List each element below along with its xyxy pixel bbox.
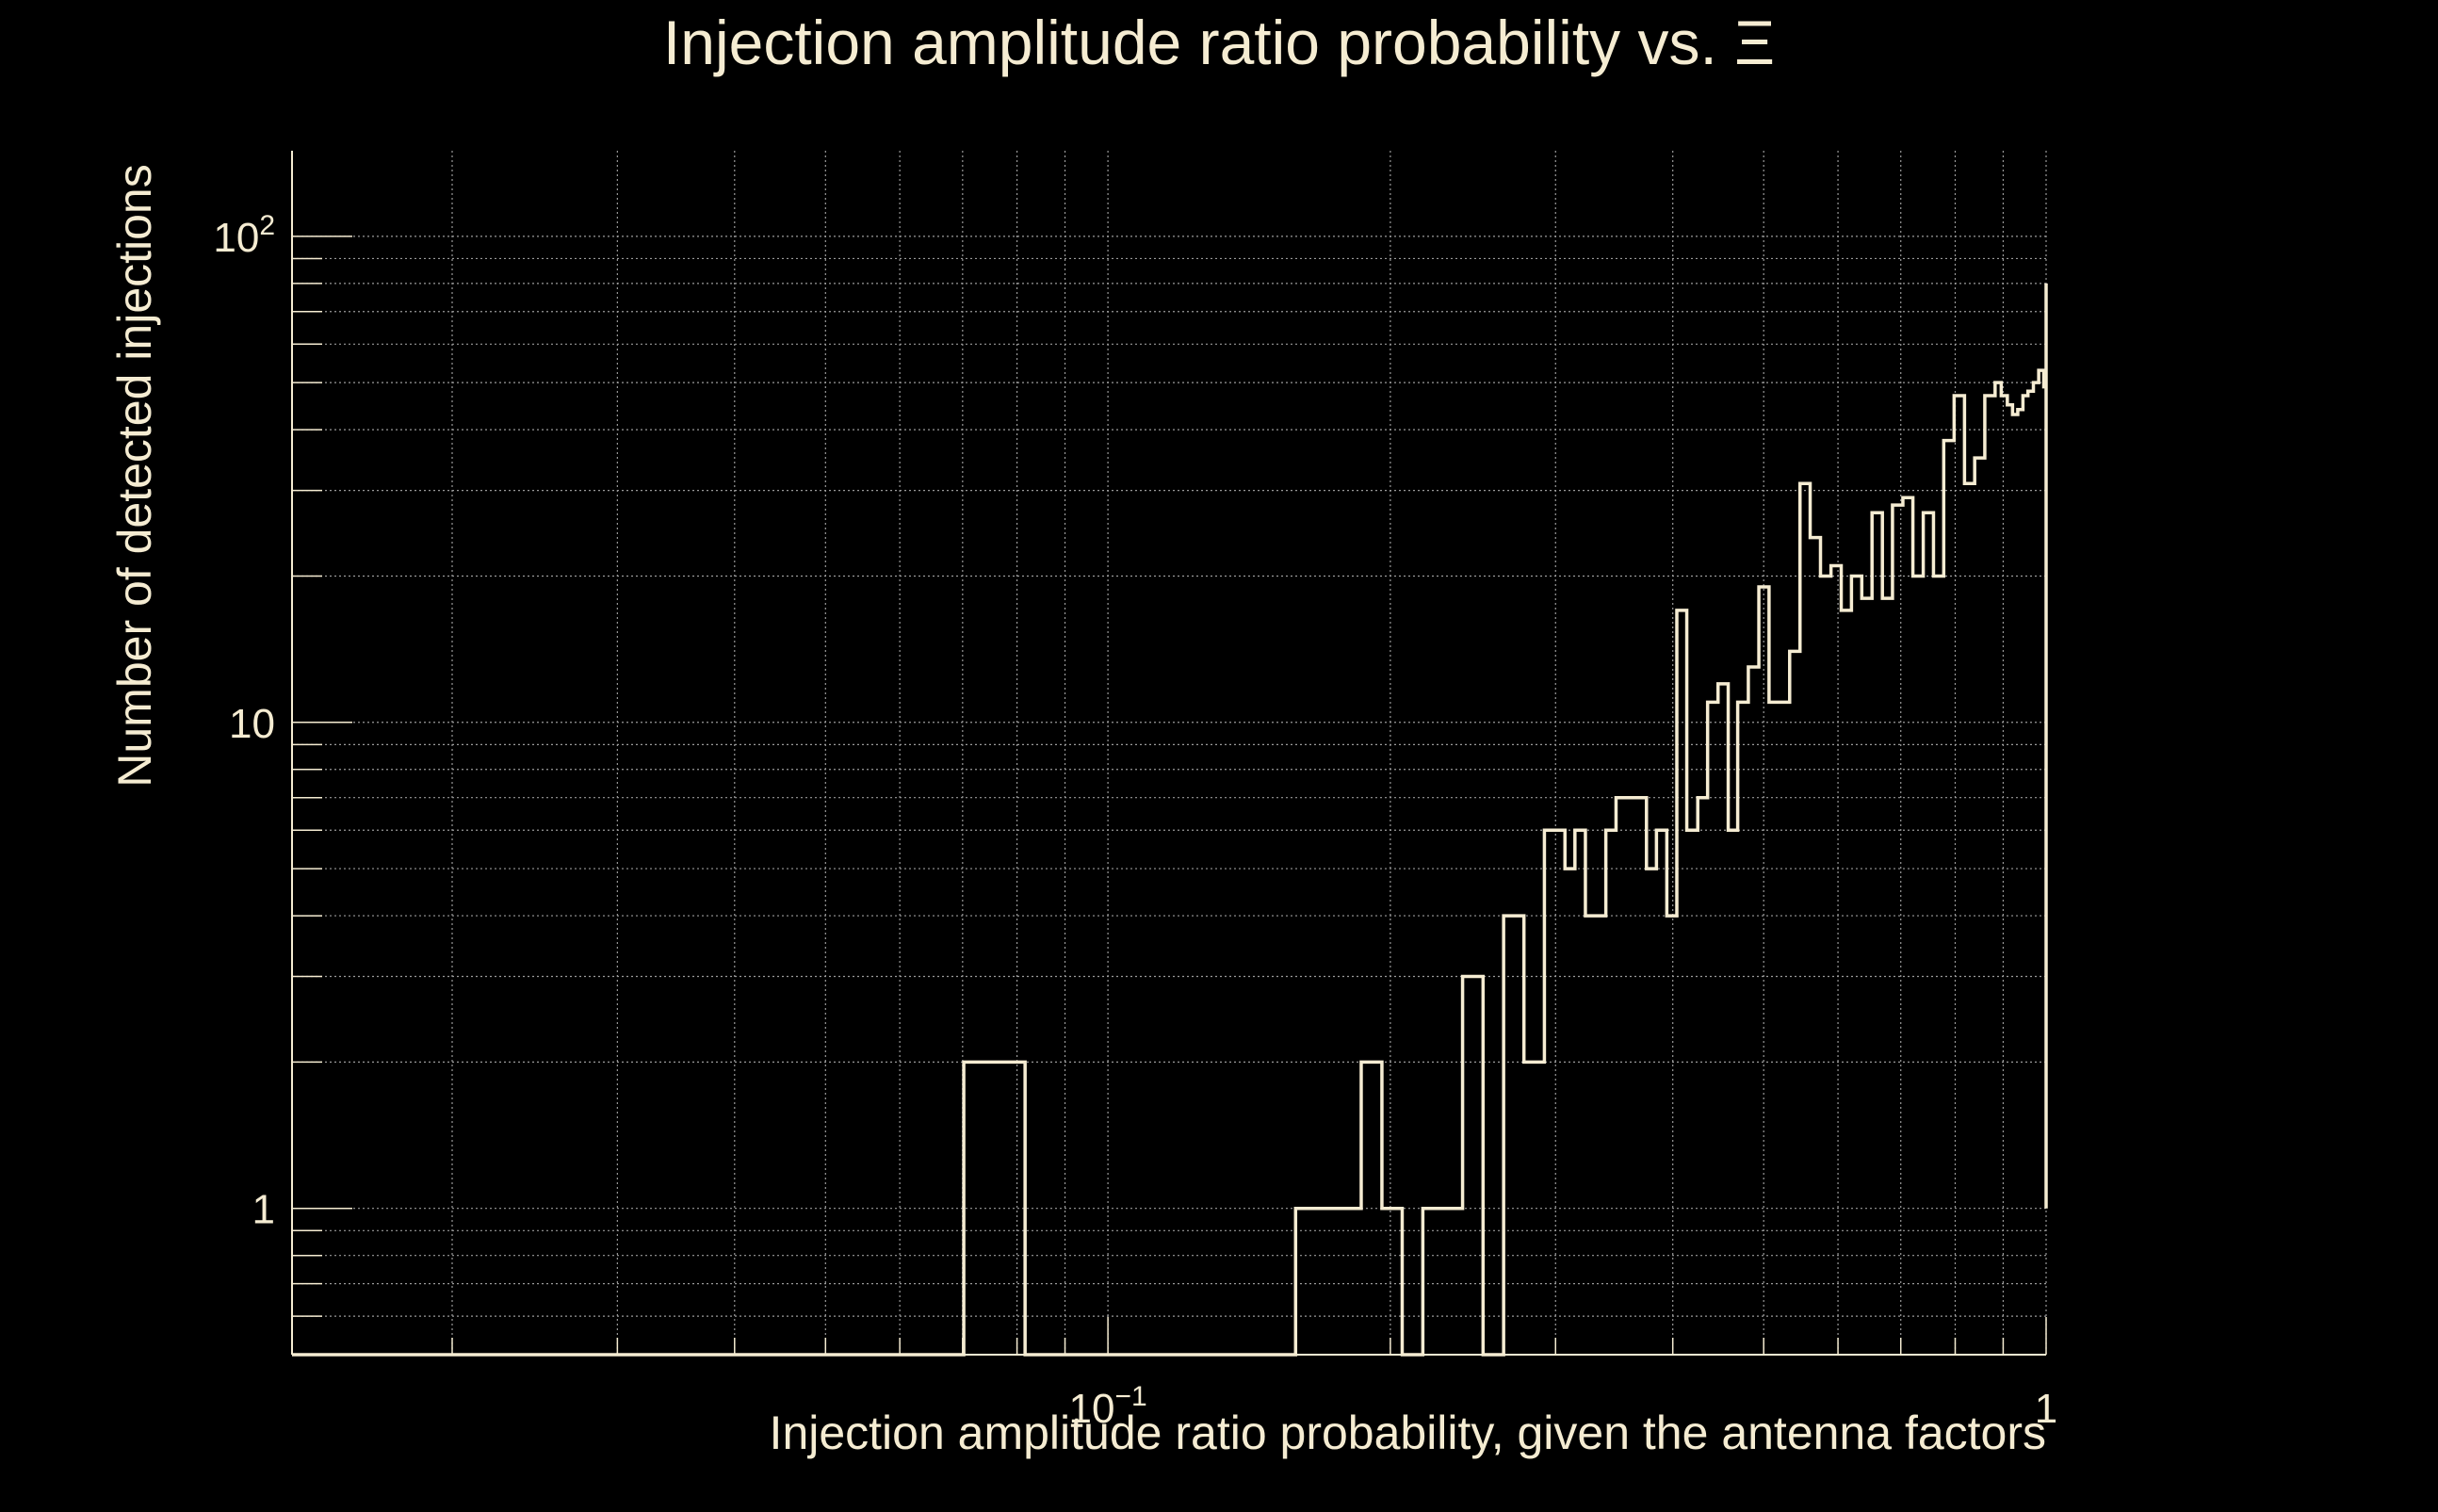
histogram-bin xyxy=(1422,1209,1462,1355)
histogram-bin xyxy=(1985,396,1995,1355)
histogram-bin xyxy=(1524,1062,1545,1355)
histogram-bin xyxy=(1503,916,1524,1355)
histogram-bin xyxy=(1800,483,1811,1355)
histogram-bin xyxy=(1295,1209,1361,1355)
chart-title: Injection amplitude ratio probability vs… xyxy=(663,8,1775,77)
y-tick-label: 10 xyxy=(229,701,275,747)
histogram-bin xyxy=(1647,869,1657,1355)
histogram-bin xyxy=(1748,667,1759,1355)
histogram-bin xyxy=(1964,483,1975,1355)
histogram-bin xyxy=(1831,566,1842,1355)
x-tick-exponent: −1 xyxy=(1114,1381,1146,1412)
histogram-bin xyxy=(1842,610,1852,1355)
histogram-bin xyxy=(1656,830,1666,1355)
histogram-bin xyxy=(2001,396,2007,1355)
histogram-bin xyxy=(1882,598,1893,1355)
histogram-bin xyxy=(2039,370,2043,1355)
y-axis-label: Number of detected injections xyxy=(108,164,161,787)
histogram-bin xyxy=(2012,415,2018,1355)
histogram-bin xyxy=(1463,977,1484,1355)
histogram-bin xyxy=(1872,512,1882,1355)
histogram-bin xyxy=(1943,441,1954,1355)
y-tick-label: 1 xyxy=(252,1187,275,1233)
histogram-bin xyxy=(1666,916,1677,1355)
histogram-bin xyxy=(2018,410,2023,1355)
histogram-bin xyxy=(1893,505,1903,1355)
histogram-bin xyxy=(1382,1209,1403,1355)
y-tick-exponent: 2 xyxy=(259,210,275,241)
histogram-step-line xyxy=(292,283,2048,1357)
histogram-bin xyxy=(1821,576,1831,1355)
histogram-bin xyxy=(2046,1209,2047,1355)
histogram-bin xyxy=(2044,387,2046,1355)
histogram-bin xyxy=(2023,396,2027,1355)
histogram-bin xyxy=(1861,598,1872,1355)
histogram-bin xyxy=(1575,830,1585,1355)
histogram-bin xyxy=(1903,497,1913,1355)
histogram-bin xyxy=(1565,869,1575,1355)
histogram-bin xyxy=(1708,702,1718,1355)
histogram-bin xyxy=(1759,587,1769,1355)
histogram-bin xyxy=(1698,798,1707,1355)
histogram-bin xyxy=(1687,830,1698,1355)
grid-layer xyxy=(292,151,2047,1356)
histogram-bin xyxy=(1606,830,1617,1355)
histogram-bin xyxy=(1544,830,1565,1355)
bars-layer xyxy=(292,283,2048,1357)
x-tick-label: 1 xyxy=(2035,1386,2057,1432)
histogram-bin xyxy=(1361,1062,1382,1355)
histogram-bin xyxy=(1995,382,2002,1355)
histogram-bin xyxy=(2046,333,2047,1355)
histogram-bin xyxy=(2007,405,2013,1355)
histogram-bin xyxy=(1769,702,1790,1355)
histogram-bin xyxy=(1913,576,1924,1355)
x-axis-label: Injection amplitude ratio probability, g… xyxy=(770,1406,2046,1459)
histogram-bin xyxy=(1924,512,1934,1355)
histogram-bin xyxy=(1933,576,1943,1355)
histogram-bin xyxy=(1811,538,1821,1355)
histogram-bin xyxy=(2028,391,2034,1355)
histogram-bin xyxy=(2034,382,2040,1355)
histogram-bin xyxy=(1954,396,1964,1355)
histogram-bin xyxy=(1616,798,1646,1355)
histogram-bin xyxy=(1790,651,1800,1355)
histogram-bin xyxy=(1677,610,1687,1355)
histogram-bin xyxy=(1975,458,1985,1355)
histogram-bin xyxy=(1851,576,1861,1355)
histogram-bin xyxy=(964,1062,1025,1355)
histogram-bin xyxy=(1738,702,1748,1355)
histogram-bin xyxy=(1718,684,1729,1355)
histogram-bin xyxy=(1585,916,1606,1355)
histogram-bin xyxy=(1729,830,1738,1355)
